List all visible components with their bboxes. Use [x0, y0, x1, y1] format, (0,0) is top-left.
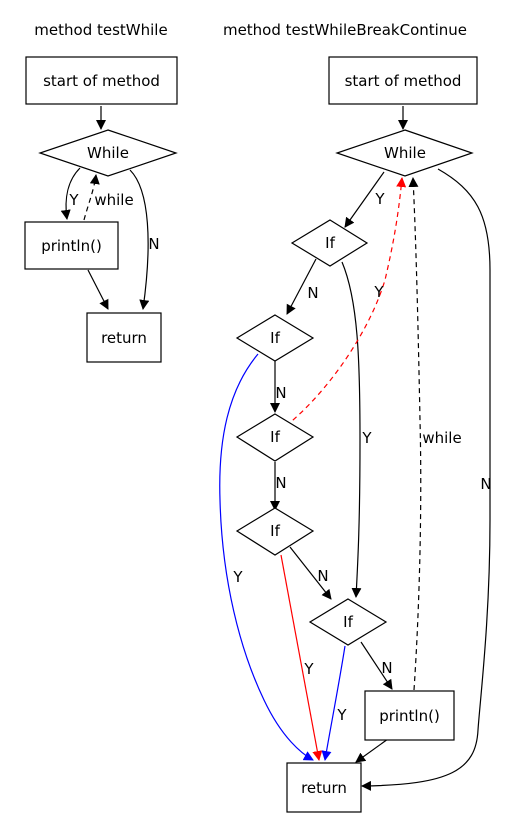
edge-w-println-while-loop — [83, 174, 100, 221]
edge-label-b-if1-y: Y — [361, 429, 372, 447]
node-b-return: return — [286, 762, 362, 813]
node-label: If — [270, 522, 280, 540]
node-label: return — [101, 329, 147, 347]
node-b-if4: If — [235, 507, 315, 556]
node-label: If — [343, 613, 353, 631]
edge-label-b-if1-n: N — [307, 284, 318, 302]
node-label: While — [384, 144, 426, 162]
edge-label-b-if5-y: Y — [336, 706, 347, 724]
node-label: If — [325, 234, 335, 252]
node-b-println: println() — [364, 690, 455, 741]
edge-b-if1-if2-n — [286, 258, 317, 315]
edge-label-b-if4-y: Y — [303, 660, 314, 678]
node-b-start: start of method — [328, 56, 478, 105]
node-w-return: return — [86, 312, 162, 363]
edge-b-while-if1-y — [344, 171, 385, 228]
diagram-title-testwhilebreakcontinue: method testWhileBreakContinue — [223, 21, 467, 39]
edge-label-b-if4-n: N — [317, 567, 328, 585]
edge-b-if3-while-y — [285, 177, 407, 427]
node-label: If — [270, 428, 280, 446]
node-b-if1: If — [290, 219, 369, 267]
edge-label-b-if2-n: N — [275, 384, 286, 402]
edges-layer: Y while N Y N N Y N Y Y N N Y N Y while — [60, 106, 492, 791]
edge-label-b-if5-n: N — [381, 659, 392, 677]
node-label: If — [270, 329, 280, 347]
edge-b-println-return — [355, 738, 389, 763]
edge-label-w-y: Y — [68, 191, 79, 209]
edge-b-if2-return-y — [219, 353, 314, 761]
edge-b-while-return-n — [361, 168, 491, 791]
edge-b-if4-return-y — [280, 554, 323, 761]
edge-label-w-n: N — [148, 235, 159, 253]
edge-b-if4-if5-n — [289, 546, 332, 600]
edge-label-b-println-while: while — [422, 429, 461, 447]
edge-b-println-while-loop — [408, 177, 422, 691]
edge-b-if1-if5-y — [341, 261, 362, 598]
node-label: start of method — [43, 72, 160, 90]
edge-label-b-while-y: Y — [374, 190, 385, 208]
node-w-println: println() — [24, 221, 119, 270]
diagram-title-testwhile: method testWhile — [34, 21, 167, 39]
node-b-while: While — [335, 129, 474, 177]
node-w-while: While — [38, 129, 178, 177]
node-label: println() — [41, 237, 102, 255]
edge-label-b-if3-y: Y — [373, 283, 384, 301]
node-label: return — [301, 779, 347, 797]
edge-b-if5-println-n — [360, 641, 393, 690]
node-b-if3: If — [235, 413, 315, 462]
edge-w-while-println-y — [60, 167, 81, 220]
node-label: println() — [379, 707, 440, 725]
node-b-if2: If — [235, 314, 315, 362]
edge-w-while-return-n — [129, 169, 150, 310]
node-w-start: start of method — [25, 56, 178, 105]
node-label: While — [87, 144, 129, 162]
edge-label-b-if2-y: Y — [232, 568, 243, 586]
node-label: start of method — [345, 72, 462, 90]
node-b-if5: If — [308, 598, 388, 646]
edge-label-b-while-n: N — [480, 475, 491, 493]
edge-b-if5-return-y — [321, 645, 346, 761]
edge-w-println-return — [87, 269, 109, 310]
edge-label-w-while: while — [94, 191, 133, 209]
edge-label-b-if3-n: N — [275, 474, 286, 492]
